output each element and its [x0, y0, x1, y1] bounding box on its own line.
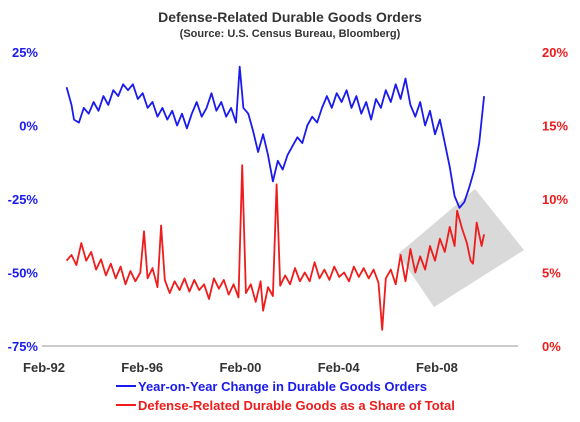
- chart-title: Defense-Related Durable Goods Orders: [158, 9, 422, 25]
- x-axis-ticks: Feb-92 Feb-96 Feb-00 Feb-04 Feb-08: [23, 360, 458, 375]
- left-tick-label: 25%: [12, 45, 38, 60]
- left-tick-label: -75%: [8, 339, 39, 354]
- right-tick-label: 0%: [542, 339, 561, 354]
- x-tick-label: Feb-92: [23, 360, 65, 375]
- left-tick-label: -50%: [8, 266, 39, 281]
- x-tick-label: Feb-00: [220, 360, 262, 375]
- chart-subtitle: (Source: U.S. Census Bureau, Bloomberg): [180, 28, 401, 40]
- right-tick-label: 5%: [542, 266, 561, 281]
- right-axis-ticks: 20% 15% 10% 5% 0%: [542, 45, 568, 354]
- highlight-box: [398, 189, 524, 307]
- right-tick-label: 10%: [542, 192, 568, 207]
- left-tick-label: -25%: [8, 192, 39, 207]
- x-tick-label: Feb-96: [121, 360, 163, 375]
- legend-label-blue: Year-on-Year Change in Durable Goods Ord…: [138, 379, 427, 394]
- left-axis-ticks: 25% 0% -25% -50% -75%: [8, 45, 39, 354]
- right-tick-label: 20%: [542, 45, 568, 60]
- legend-label-red: Defense-Related Durable Goods as a Share…: [138, 398, 455, 413]
- right-tick-label: 15%: [542, 119, 568, 134]
- series-line-defense-share: [65, 164, 485, 331]
- series-line-yoy-change: [65, 65, 485, 209]
- legend: Year-on-Year Change in Durable Goods Ord…: [116, 379, 455, 413]
- x-tick-label: Feb-08: [416, 360, 458, 375]
- x-tick-label: Feb-04: [318, 360, 361, 375]
- left-tick-label: 0%: [19, 119, 38, 134]
- series-layer: [65, 65, 485, 331]
